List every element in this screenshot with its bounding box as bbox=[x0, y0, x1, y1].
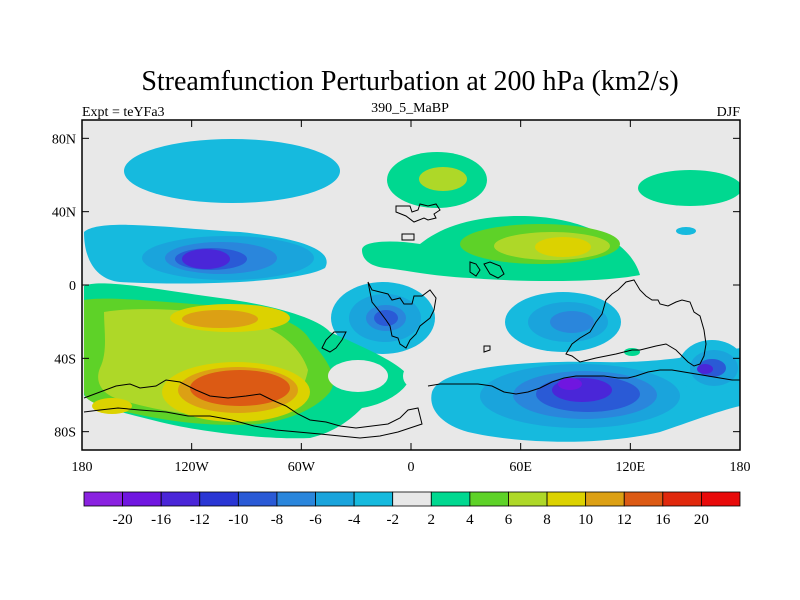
colorbar-label: -12 bbox=[190, 512, 210, 528]
negative-anomaly-contours bbox=[84, 139, 740, 442]
colorbar-label: 2 bbox=[428, 512, 436, 528]
plot-area bbox=[82, 120, 740, 450]
colorbar-label: -4 bbox=[348, 512, 361, 528]
anomaly-contour bbox=[676, 227, 696, 235]
coastline-south-america-tip bbox=[321, 331, 347, 353]
coastline-iberia bbox=[401, 233, 415, 241]
experiment-label: Expt = teYFa3 bbox=[82, 105, 165, 120]
colorbar-swatch bbox=[701, 491, 741, 507]
colorbar-label: 4 bbox=[466, 512, 474, 528]
colorbar-label: -8 bbox=[271, 512, 284, 528]
colorbar-label: -20 bbox=[113, 512, 133, 528]
colorbar-swatch bbox=[315, 491, 355, 507]
x-tick-label: 120W bbox=[175, 460, 210, 475]
colorbar-label: 12 bbox=[617, 512, 632, 528]
colorbar-label: -2 bbox=[386, 512, 399, 528]
y-axis: 80N 40N 0 40S 80S bbox=[52, 132, 740, 441]
colorbar-label: 8 bbox=[543, 512, 551, 528]
colorbar-swatch bbox=[237, 491, 278, 507]
x-tick-label: 180 bbox=[72, 460, 93, 475]
anomaly-contour bbox=[328, 360, 388, 392]
coastline-north-africa-europe bbox=[395, 203, 441, 223]
y-tick-label: 80S bbox=[54, 426, 76, 441]
anomaly-contour bbox=[638, 170, 740, 206]
colorbar-swatch bbox=[353, 491, 394, 507]
x-tick-label: 60E bbox=[509, 460, 532, 475]
coastline-southeast-asia bbox=[565, 279, 707, 367]
colorbar-swatch bbox=[508, 491, 548, 507]
colorbar-label: 20 bbox=[694, 512, 709, 528]
x-tick-label: 120E bbox=[616, 460, 646, 475]
x-tick-label: 180 bbox=[730, 460, 751, 475]
colorbar-swatch bbox=[392, 491, 432, 507]
chart-title: Streamfunction Perturbation at 200 hPa (… bbox=[141, 66, 678, 97]
colorbar-swatch bbox=[662, 491, 702, 507]
coastline-antarctica-east bbox=[427, 369, 740, 395]
colorbar-swatch bbox=[199, 491, 239, 507]
colorbar-swatch bbox=[469, 491, 509, 507]
colorbar-swatch bbox=[160, 491, 201, 507]
anomaly-contour bbox=[403, 364, 427, 388]
colorbar-swatch bbox=[430, 491, 471, 507]
y-tick-label: 40N bbox=[52, 206, 76, 221]
colorbar-label: -10 bbox=[228, 512, 248, 528]
colorbar-swatch bbox=[83, 491, 123, 507]
colorbar-label: 16 bbox=[655, 512, 671, 528]
anomaly-contour bbox=[190, 370, 290, 406]
colorbar-swatch bbox=[122, 491, 162, 507]
anomaly-contour bbox=[535, 237, 591, 257]
colorbar-swatch bbox=[276, 491, 316, 507]
colorbar-swatch bbox=[546, 491, 587, 507]
anomaly-contour bbox=[182, 310, 258, 328]
anomaly-contour bbox=[374, 310, 398, 326]
colorbar-label: 6 bbox=[505, 512, 513, 528]
anomaly-contour bbox=[550, 311, 594, 333]
coastlines bbox=[83, 203, 740, 439]
coastline-madagascar bbox=[483, 345, 491, 353]
anomaly-contour bbox=[419, 167, 467, 191]
y-tick-label: 0 bbox=[69, 279, 76, 294]
colorbar-label: -6 bbox=[309, 512, 322, 528]
coastline-antarctica-west bbox=[83, 379, 423, 439]
anomaly-contour bbox=[182, 249, 230, 269]
x-axis: 180 120W 60W 0 60E 120E 180 bbox=[72, 120, 751, 475]
y-tick-label: 40S bbox=[54, 352, 76, 367]
coastline-west-africa bbox=[367, 281, 437, 349]
colorbar-swatch bbox=[585, 491, 625, 507]
colorbar: -20 -16 -12 -10 -8 -6 -4 -2 2 4 6 8 10 12 16 20 bbox=[83, 491, 741, 528]
anomaly-contour bbox=[697, 364, 713, 374]
anomaly-contour bbox=[624, 348, 640, 356]
season-label: DJF bbox=[717, 105, 741, 120]
y-tick-label: 80N bbox=[52, 132, 76, 147]
colorbar-label: 10 bbox=[578, 512, 593, 528]
anomaly-contour bbox=[558, 378, 582, 390]
run-label: 390_5_MaBP bbox=[371, 101, 449, 116]
coastline-india bbox=[483, 261, 505, 279]
positive-anomaly-contours bbox=[84, 152, 740, 439]
colorbar-swatch bbox=[623, 491, 664, 507]
x-tick-label: 0 bbox=[408, 460, 415, 475]
colorbar-label: -16 bbox=[151, 512, 171, 528]
anomaly-contour bbox=[92, 398, 132, 414]
x-tick-label: 60W bbox=[288, 460, 316, 475]
coastline-arabia bbox=[469, 261, 481, 277]
anomaly-contour bbox=[124, 139, 340, 203]
